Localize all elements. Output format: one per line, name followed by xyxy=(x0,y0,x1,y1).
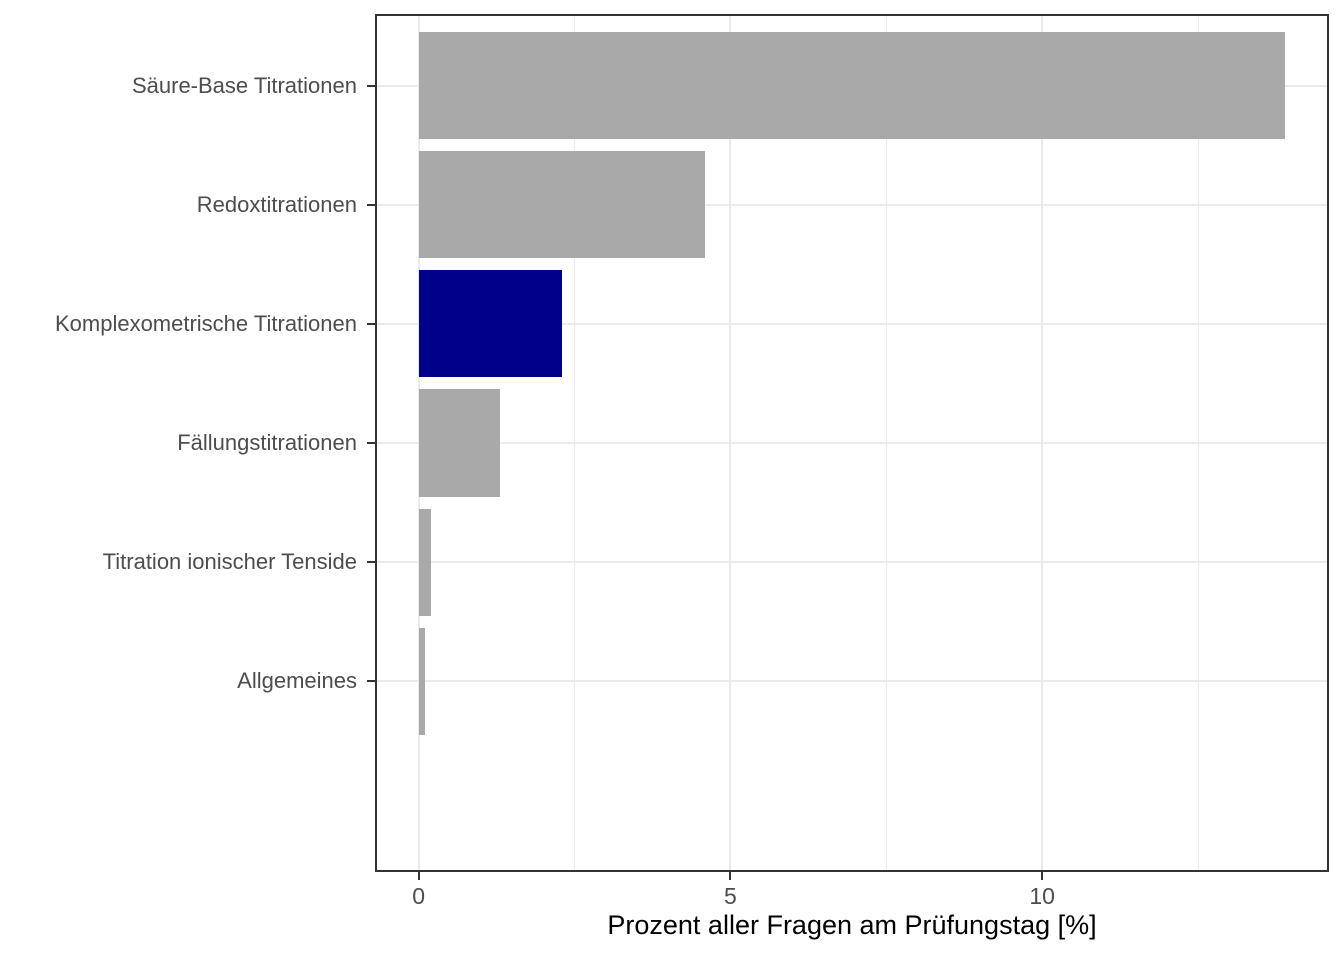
y-axis-tick xyxy=(367,561,375,564)
x-axis-title: Prozent aller Fragen am Prüfungstag [%] xyxy=(607,910,1097,940)
x-tick-label: 5 xyxy=(724,883,737,909)
y-axis-tick xyxy=(367,203,375,206)
y-axis-tick xyxy=(367,322,375,325)
x-axis-tick xyxy=(1041,872,1044,880)
y-major-gridline xyxy=(375,322,1329,325)
bar-1 xyxy=(418,31,1286,140)
bar-2 xyxy=(418,151,706,259)
y-major-gridline xyxy=(375,680,1329,683)
bar-3 xyxy=(418,270,563,378)
x-tick-label: 0 xyxy=(412,883,426,909)
bar-4 xyxy=(418,389,500,497)
y-major-gridline xyxy=(375,561,1329,564)
y-axis-category-label: Fällungstitrationen xyxy=(177,430,357,455)
x-axis-tick xyxy=(417,872,420,880)
y-axis-category-label: Komplexometrische Titrationen xyxy=(54,310,357,336)
y-axis-category-label: Redoxtitrationen xyxy=(196,191,357,217)
x-axis-tick xyxy=(729,872,732,880)
y-major-gridline xyxy=(375,442,1329,444)
y-axis-tick xyxy=(367,680,375,683)
y-axis-tick xyxy=(367,84,375,87)
y-major-gridline xyxy=(375,203,1329,206)
y-axis-category-label: Säure-Base Titrationen xyxy=(131,72,357,98)
bar-5 xyxy=(418,508,432,616)
x-tick-label: 10 xyxy=(1029,883,1055,909)
y-axis-category-label: Titration ionischer Tenside xyxy=(102,549,357,575)
bar-6 xyxy=(418,627,425,735)
y-axis-tick xyxy=(367,442,375,444)
y-axis-category-label: Allgemeines xyxy=(237,668,357,694)
